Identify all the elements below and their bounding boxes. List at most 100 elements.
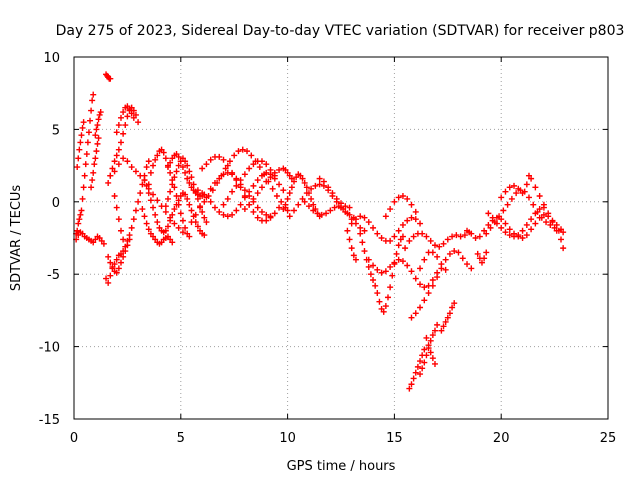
- data-point: [421, 256, 428, 263]
- data-point: [233, 207, 240, 214]
- plot-frame: [73, 56, 609, 420]
- data-point: [374, 266, 381, 273]
- data-point: [150, 204, 157, 211]
- data-point: [387, 237, 394, 244]
- data-point: [258, 172, 265, 179]
- data-point: [457, 233, 464, 240]
- data-point: [93, 126, 100, 133]
- y-tick-label: -5: [47, 268, 60, 283]
- data-point: [301, 179, 308, 186]
- data-point: [378, 235, 385, 241]
- data-point: [128, 110, 135, 117]
- data-point: [286, 190, 293, 197]
- data-point: [263, 169, 270, 176]
- data-point: [384, 294, 391, 301]
- data-point: [164, 164, 171, 171]
- data-point: [276, 166, 283, 173]
- data-point: [216, 153, 223, 160]
- data-point: [446, 310, 453, 317]
- data-point: [235, 148, 242, 155]
- data-point: [434, 253, 441, 260]
- data-point: [399, 221, 406, 228]
- data-point: [558, 236, 565, 243]
- data-point: [126, 232, 133, 239]
- data-point: [229, 211, 236, 218]
- data-point: [263, 217, 270, 224]
- data-point: [113, 269, 120, 276]
- data-point: [147, 197, 154, 204]
- data-point: [224, 169, 231, 176]
- data-point: [162, 227, 169, 234]
- data-point: [92, 132, 99, 139]
- data-point: [423, 352, 430, 359]
- data-point: [126, 106, 133, 113]
- data-point: [329, 190, 336, 197]
- data-point: [404, 217, 411, 224]
- data-point: [173, 193, 180, 200]
- x-tick-label: 10: [279, 431, 296, 446]
- data-point: [93, 148, 100, 155]
- data-point: [391, 198, 398, 205]
- data-point: [408, 201, 415, 208]
- data-point: [220, 201, 227, 208]
- data-point: [186, 233, 193, 240]
- data-point: [211, 179, 218, 186]
- data-point: [90, 169, 97, 176]
- data-point: [543, 219, 550, 226]
- data-point: [280, 206, 287, 213]
- data-point: [107, 172, 114, 179]
- data-point: [150, 162, 157, 169]
- data-point: [312, 182, 319, 189]
- data-point: [423, 334, 430, 341]
- data-point: [152, 211, 159, 218]
- data-point: [502, 229, 509, 236]
- data-point: [348, 245, 355, 252]
- data-point: [244, 148, 251, 155]
- data-point: [451, 248, 458, 255]
- data-point: [560, 245, 567, 252]
- data-point: [143, 220, 150, 227]
- data-point: [107, 272, 114, 279]
- data-point: [179, 164, 186, 171]
- data-point: [167, 214, 174, 221]
- data-point: [498, 194, 505, 201]
- data-point: [370, 262, 377, 269]
- data-point: [199, 165, 206, 172]
- data-point: [295, 201, 302, 208]
- data-point: [120, 236, 127, 243]
- data-point: [404, 195, 411, 202]
- data-point: [120, 248, 127, 255]
- data-point: [77, 139, 84, 146]
- data-point: [175, 201, 182, 208]
- data-point: [434, 274, 441, 281]
- data-point: [361, 214, 368, 221]
- data-point: [162, 208, 169, 215]
- data-point: [158, 203, 165, 210]
- data-point: [468, 265, 475, 272]
- data-point: [410, 233, 417, 240]
- data-point: [323, 210, 330, 217]
- data-point: [89, 97, 96, 104]
- data-point: [182, 224, 189, 231]
- data-point: [171, 220, 178, 227]
- data-point: [111, 168, 118, 175]
- data-point: [485, 210, 492, 217]
- data-point: [78, 132, 85, 139]
- data-point: [203, 161, 210, 168]
- data-point: [77, 211, 84, 218]
- data-point: [357, 213, 364, 220]
- data-point: [429, 332, 436, 339]
- data-point: [412, 369, 419, 376]
- data-point: [132, 168, 139, 175]
- data-point: [239, 146, 246, 153]
- data-point: [545, 210, 552, 217]
- data-point: [357, 230, 364, 237]
- chart-title: Day 275 of 2023, Sidereal Day-to-day VTE…: [56, 23, 625, 39]
- data-point: [402, 245, 409, 252]
- data-point: [246, 165, 253, 172]
- data-point: [145, 158, 152, 165]
- data-point: [271, 210, 278, 217]
- x-tick-label: 15: [386, 431, 403, 446]
- data-point: [442, 266, 449, 273]
- data-point: [120, 130, 127, 137]
